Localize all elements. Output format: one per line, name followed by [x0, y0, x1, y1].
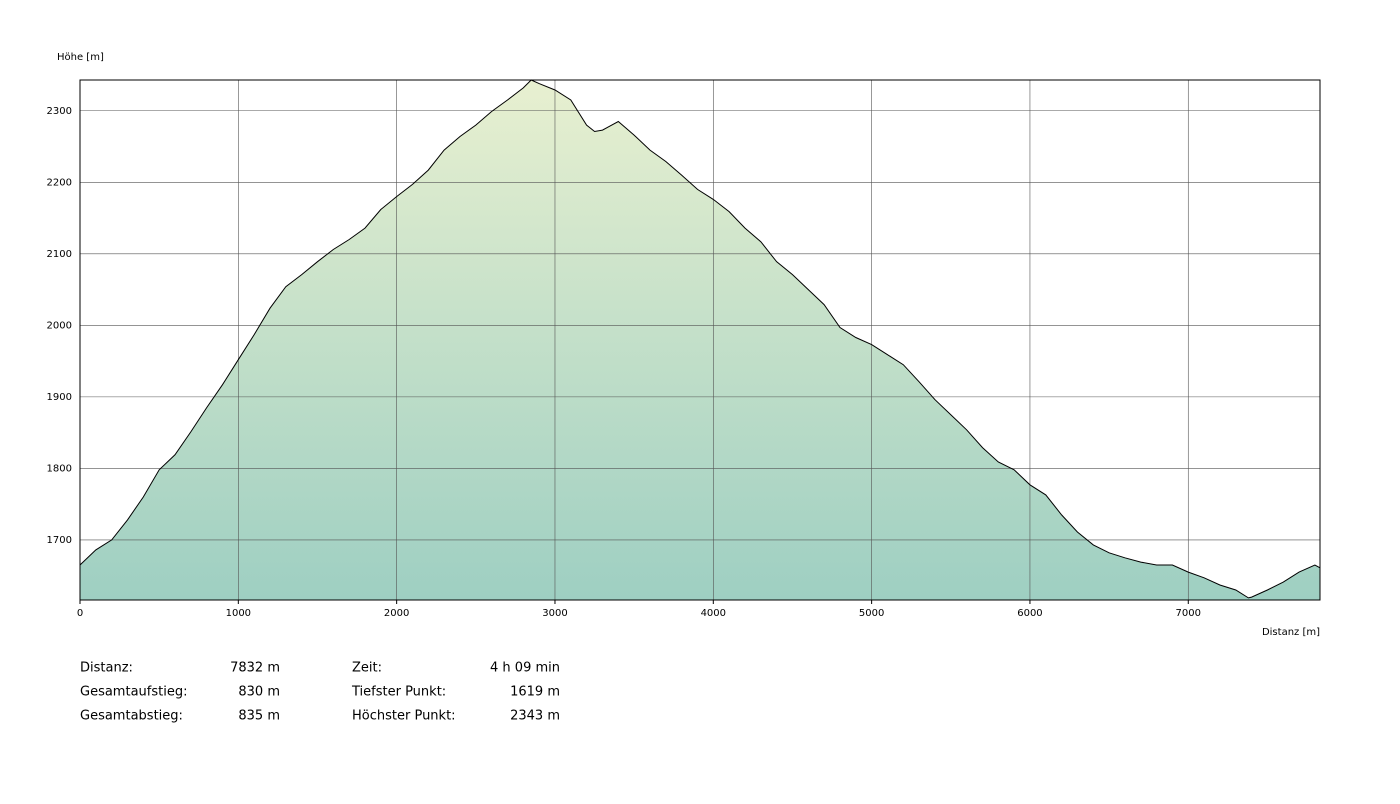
x-tick-label: 7000	[1176, 608, 1201, 619]
stat-label: Tiefster Punkt:	[351, 685, 446, 700]
y-tick-label: 2100	[47, 249, 72, 260]
area	[80, 80, 1320, 600]
y-tick-label: 2300	[47, 106, 72, 117]
stat-label: Zeit:	[352, 661, 382, 676]
elevation-line	[79, 79, 1321, 599]
x-tick-label: 6000	[1017, 608, 1042, 619]
x-tick-label: 1000	[226, 608, 251, 619]
stat-value: 2343 m	[510, 709, 560, 724]
x-tick-label: 2000	[384, 608, 409, 619]
x-tick-label: 0	[77, 608, 83, 619]
stat-label: Distanz:	[80, 661, 133, 676]
y-tick-label: 2200	[47, 177, 72, 188]
y-tick-label: 1800	[47, 463, 72, 474]
y-tick-label: 2000	[47, 320, 72, 331]
stat-value: 830 m	[238, 685, 280, 700]
y-tick-label: 1700	[47, 535, 72, 546]
x-tick-label: 4000	[701, 608, 726, 619]
x-tick-label: 3000	[542, 608, 567, 619]
x-axis-label: Distanz [m]	[1262, 627, 1320, 638]
stat-value: 835 m	[238, 709, 280, 724]
stat-value: 1619 m	[510, 685, 560, 700]
plot-frame	[79, 79, 1321, 601]
x-tick-label: 5000	[859, 608, 884, 619]
stat-value: 7832 m	[230, 661, 280, 676]
stat-label: Gesamtaufstieg:	[80, 685, 187, 700]
y-axis-label: Höhe [m]	[57, 52, 104, 63]
stat-label: Gesamtabstieg:	[80, 709, 183, 724]
stat-label: Höchster Punkt:	[352, 709, 456, 724]
stat-value: 4 h 09 min	[490, 661, 560, 676]
y-tick-label: 1900	[47, 392, 72, 403]
